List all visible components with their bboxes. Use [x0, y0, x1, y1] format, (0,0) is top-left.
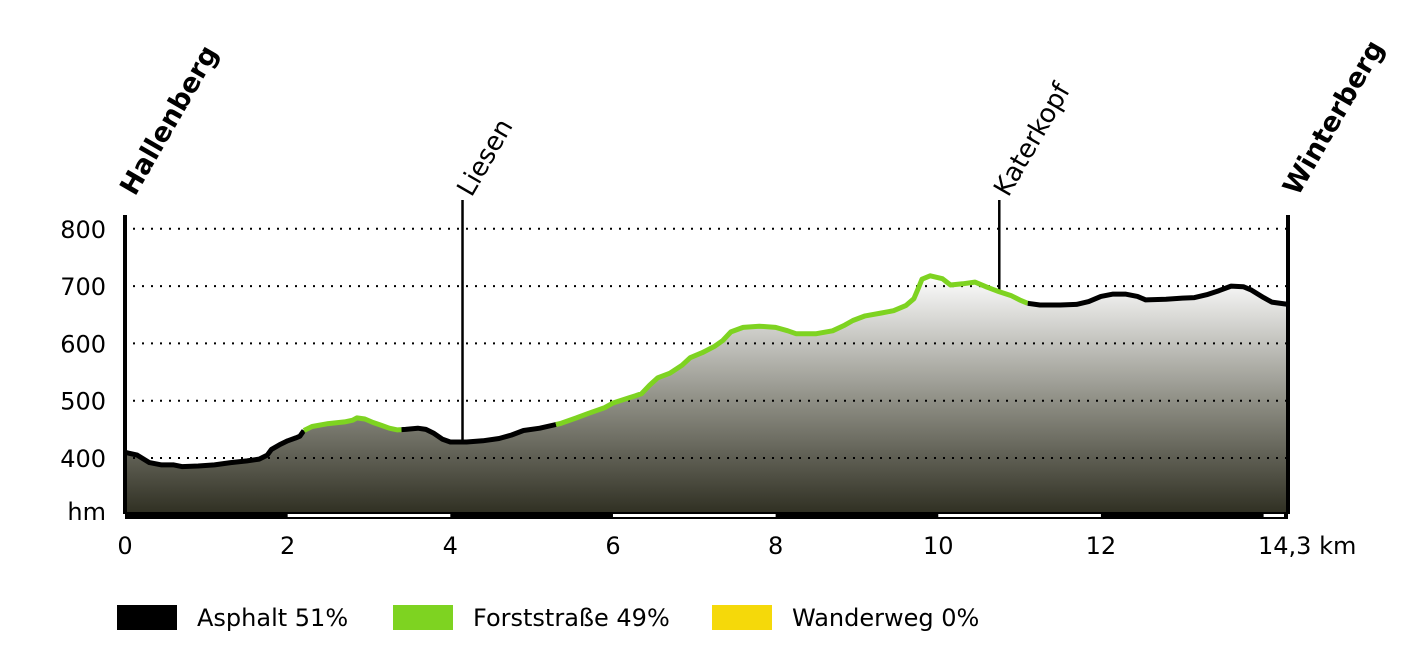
waypoint-label-liesen: Liesen [452, 114, 520, 202]
legend-swatch-forst [393, 605, 453, 630]
legend-label-asphalt: Asphalt 51% [197, 604, 348, 632]
profile-line [124, 273, 1289, 470]
x-tick-label-3: 6 [605, 532, 620, 560]
legend-label-wanderweg: Wanderweg 0% [792, 604, 979, 632]
x-tick-label-2: 4 [443, 532, 458, 560]
profile-segment-forst-1 [302, 415, 402, 433]
scale-bar-end [1263, 514, 1284, 517]
y-unit-label: hm [67, 498, 106, 526]
x-tick-label-7: 14,3 km [1258, 532, 1356, 560]
x-tick-label-5: 10 [923, 532, 954, 560]
legend: Asphalt 51% Forststraße 49% Wanderweg 0% [117, 604, 979, 632]
grid-lines [133, 227, 1288, 459]
x-tick-label-1: 2 [280, 532, 295, 560]
profile-segment-asphalt-0 [124, 429, 306, 470]
x-tick-label-4: 8 [768, 532, 783, 560]
scale-bar-white-3 [612, 514, 776, 517]
waypoint-label-winterberg: Winterberg [1277, 35, 1390, 200]
y-tick-label-400: 400 [60, 445, 106, 473]
scale-bar-white-1 [287, 514, 451, 517]
elevation-area [125, 275, 1288, 514]
scale-bar-white-5 [938, 514, 1101, 517]
legend-label-forst: Forststraße 49% [473, 604, 670, 632]
x-tick-label-6: 12 [1086, 532, 1117, 560]
y-tick-label-800: 800 [60, 216, 106, 244]
y-tick-label-700: 700 [60, 273, 106, 301]
x-tick-label-0: 0 [117, 532, 132, 560]
y-tick-label-600: 600 [60, 330, 106, 358]
profile-segment-asphalt-2 [401, 422, 557, 445]
profile-segment-asphalt-4 [1027, 283, 1289, 308]
waypoint-label-katerkopf: Katerkopf [988, 77, 1077, 201]
axis: 400 500 600 700 800 hm 0 2 4 6 8 10 12 14,3 km [60, 216, 1356, 560]
y-tick-label-500: 500 [60, 388, 106, 416]
profile-segment-forst-3 [555, 273, 1029, 427]
legend-swatch-asphalt [117, 605, 177, 630]
waypoint-label-hallenberg: Hallenberg [114, 40, 224, 200]
profile-area [125, 275, 1288, 514]
legend-swatch-wanderweg [712, 605, 772, 630]
